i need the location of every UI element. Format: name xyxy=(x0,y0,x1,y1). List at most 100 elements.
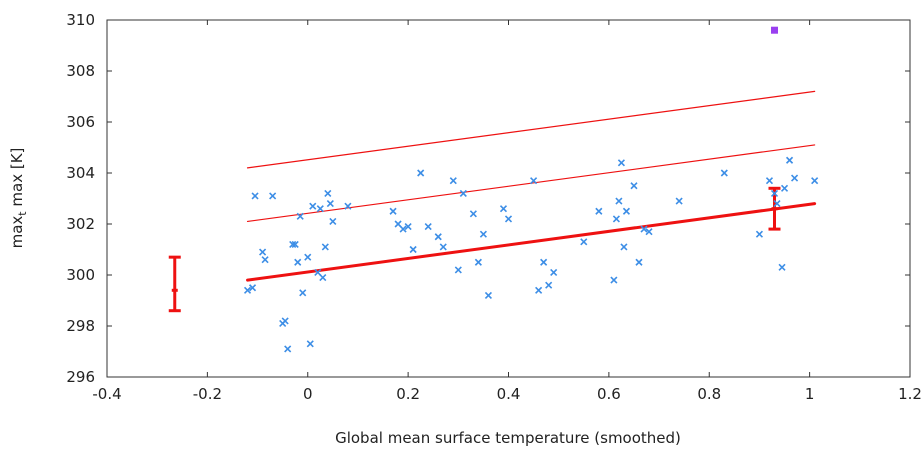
plot-area-frame xyxy=(106,19,911,378)
scatter-point-stroke-b xyxy=(645,228,653,236)
scatter-point xyxy=(770,189,779,197)
error-bars xyxy=(168,186,781,313)
scatter-point xyxy=(299,289,307,297)
y-tick-label: 298 xyxy=(66,317,95,335)
scatter-point-stroke-b xyxy=(545,281,553,289)
scatter-point-stroke-b xyxy=(610,276,618,284)
scatter-point-stroke-b xyxy=(595,207,603,215)
scatter-point-stroke-b xyxy=(316,205,324,213)
x-tick-label: 0.8 xyxy=(697,385,721,403)
scatter-point-stroke-b xyxy=(269,192,277,200)
scatter-point-stroke-b xyxy=(484,291,492,299)
scatter-point xyxy=(612,215,620,223)
scatter-point-stroke-b xyxy=(259,248,267,256)
scatter-point xyxy=(499,205,508,213)
scatter-point xyxy=(314,268,322,277)
y-tick-label: 306 xyxy=(66,113,95,131)
scatter-point xyxy=(424,222,432,231)
scatter-point xyxy=(251,192,259,200)
scatter-point xyxy=(434,233,442,241)
scatter-point-stroke-b xyxy=(770,189,779,197)
scatter-point-stroke-b xyxy=(439,243,447,251)
scatter-point xyxy=(261,256,269,264)
scatter-point xyxy=(484,291,492,299)
scatter-point-stroke-b xyxy=(640,225,648,233)
scatter-point xyxy=(474,258,482,266)
scatter-point xyxy=(773,200,781,208)
scatter-point-stroke-b xyxy=(306,340,314,348)
scatter-point xyxy=(309,202,317,210)
scatter-point-stroke-b xyxy=(294,258,302,266)
scatter-point xyxy=(281,317,289,325)
scatter-point-stroke-b xyxy=(469,210,477,218)
x-tick-label: 1 xyxy=(805,385,815,403)
scatter-point xyxy=(319,273,327,282)
scatter-point-stroke-b xyxy=(329,217,337,226)
scatter-point xyxy=(409,245,417,254)
scatter-point xyxy=(635,258,643,266)
scatter-point-stroke-b xyxy=(459,189,467,197)
x-tick-label: 0 xyxy=(303,385,313,403)
scatter-point-stroke-b xyxy=(299,289,307,297)
scatter-point-stroke-b xyxy=(434,233,442,241)
scatter-point xyxy=(389,207,397,215)
scatter-point xyxy=(780,184,789,192)
scatter-point-stroke-b xyxy=(630,182,638,190)
scatter-point-stroke-b xyxy=(319,273,327,282)
scatter-point xyxy=(291,240,299,248)
scatter-point xyxy=(615,197,623,205)
y-tick-label: 300 xyxy=(66,266,95,284)
scatter-point-stroke-b xyxy=(620,243,628,251)
scatter-point-stroke-b xyxy=(635,258,643,266)
x-axis-title: Global mean surface temperature (smoothe… xyxy=(335,429,681,447)
scatter-point xyxy=(404,222,412,231)
x-tick-label: -0.2 xyxy=(193,385,222,403)
scatter-point-stroke-b xyxy=(612,215,620,223)
scatter-point-stroke-b xyxy=(399,225,407,233)
scatter-point xyxy=(329,217,337,226)
scatter-point xyxy=(316,205,324,213)
scatter-point xyxy=(640,225,648,233)
data-points xyxy=(243,26,819,353)
scatter-point-stroke-b xyxy=(499,205,508,213)
scatter-point xyxy=(504,215,513,223)
scatter-point xyxy=(622,207,631,215)
scatter-point-stroke-b xyxy=(291,240,299,248)
scatter-point-stroke-b xyxy=(281,317,289,325)
scatter-point xyxy=(248,284,257,292)
scatter-point xyxy=(284,345,292,353)
scatter-point xyxy=(321,243,329,251)
scatter-point xyxy=(344,202,352,210)
y-tick-label: 302 xyxy=(66,215,95,233)
scatter-point xyxy=(394,220,402,228)
y-axis-title-rest: max [K] xyxy=(8,148,26,212)
scatter-point-stroke-b xyxy=(535,286,543,294)
scatter-point xyxy=(540,258,548,266)
scatter-point-stroke-b xyxy=(780,184,789,192)
scatter-point-stroke-b xyxy=(785,156,794,164)
scatter-point xyxy=(785,156,794,164)
x-tick-label: 0.2 xyxy=(396,385,420,403)
scatter-point-stroke-b xyxy=(773,200,781,208)
scatter-point-stroke-b xyxy=(504,215,513,223)
scatter-point xyxy=(755,230,764,238)
scatter-point xyxy=(535,286,543,294)
scatter-point xyxy=(289,240,297,248)
scatter-point xyxy=(545,281,553,289)
x-axis-ticks: -0.4 -0.2 0 0.2 0.4 0.6 0.8 1 1.2 xyxy=(92,20,922,403)
y-tick-label: 308 xyxy=(66,62,95,80)
scatter-point-stroke-b xyxy=(755,230,764,238)
scatter-point-stroke-b xyxy=(404,222,412,231)
scatter-point-stroke-b xyxy=(530,177,538,185)
y-axis-title-subscript: t xyxy=(16,211,29,216)
scatter-point xyxy=(620,243,628,251)
scatter-point-stroke-b xyxy=(261,256,269,264)
scatter-point-stroke-b xyxy=(409,245,417,254)
x-tick-label: -0.4 xyxy=(92,385,121,403)
x-tick-label: 1.2 xyxy=(898,385,922,403)
scatter-point xyxy=(399,225,407,233)
scatter-point xyxy=(550,268,558,277)
scatter-point-stroke-b xyxy=(389,207,397,215)
y-axis-title: maxt max [K] xyxy=(8,148,29,249)
